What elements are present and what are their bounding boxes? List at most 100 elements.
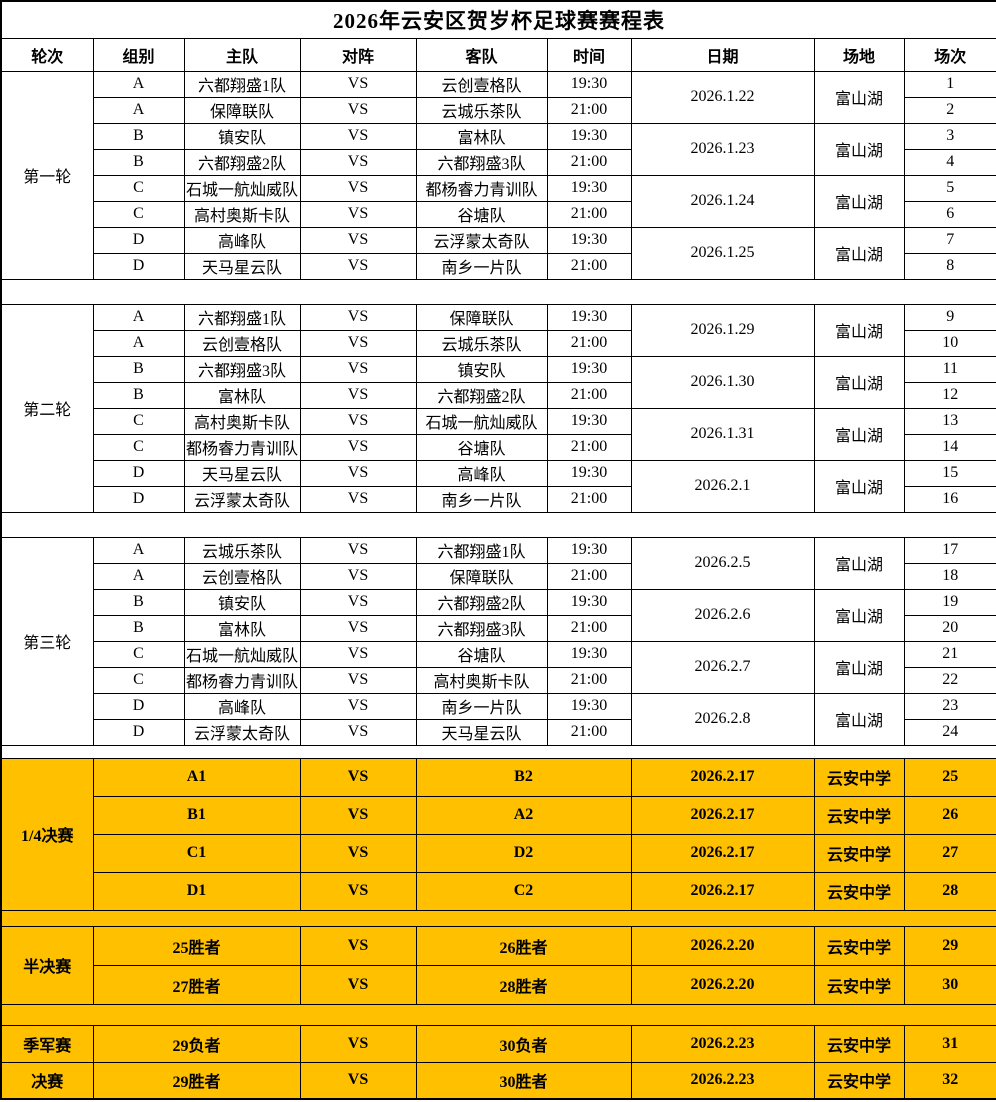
away-team-cell: 六都翔盛2队 bbox=[415, 588, 548, 616]
venue-cell: 富山湖 bbox=[813, 303, 905, 357]
group-cell: B bbox=[92, 614, 185, 642]
match-row: B1 VS A2 2026.2.17 云安中学 26 bbox=[1, 795, 996, 835]
spacer-section bbox=[0, 1003, 996, 1026]
vs-cell: VS bbox=[299, 614, 417, 642]
match-row: D1 VS C2 2026.2.17 云安中学 28 bbox=[1, 871, 996, 911]
match-row: B 镇安队 VS 六都翔盛2队 19:30 2026.2.6 富山湖 19 bbox=[1, 588, 996, 642]
date-cell: 2026.1.29 bbox=[630, 303, 815, 357]
match-number-cell: 6 bbox=[903, 200, 996, 228]
group-cell: D bbox=[92, 485, 185, 513]
vs-cell: VS bbox=[299, 355, 417, 383]
vs-cell: VS bbox=[299, 640, 417, 668]
match-number-cell: 22 bbox=[903, 666, 996, 694]
home-team-cell: 石城一航灿威队 bbox=[183, 174, 301, 202]
away-team-cell: 镇安队 bbox=[415, 355, 548, 383]
match-number-cell: 4 bbox=[903, 148, 996, 176]
venue-cell: 富山湖 bbox=[813, 459, 905, 513]
match-number-cell: 14 bbox=[903, 433, 996, 461]
vs-cell: VS bbox=[299, 96, 417, 124]
section-spacer-highlight bbox=[0, 909, 996, 927]
away-team-cell: 天马星云队 bbox=[415, 718, 548, 746]
date-cell: 2026.1.31 bbox=[630, 407, 815, 461]
home-team-cell: 29胜者 bbox=[92, 1061, 301, 1100]
away-team-cell: 都杨睿力青训队 bbox=[415, 174, 548, 202]
spacer-section bbox=[0, 744, 996, 759]
title-section: 2026年云安区贺岁杯足球赛赛程表 轮次 组别 主队 对阵 客队 时间 日期 场… bbox=[0, 0, 996, 72]
time-cell: 19:30 bbox=[546, 303, 632, 331]
page-title: 2026年云安区贺岁杯足球赛赛程表 bbox=[0, 0, 996, 39]
group-cell: A bbox=[92, 329, 185, 357]
home-team-cell: 六都翔盛3队 bbox=[183, 355, 301, 383]
date-cell: 2026.2.17 bbox=[630, 833, 815, 873]
date-cell: 2026.2.6 bbox=[630, 588, 815, 642]
section-spacer-highlight bbox=[0, 1003, 996, 1026]
group-cell: D bbox=[92, 226, 185, 254]
match-number-cell: 21 bbox=[903, 640, 996, 668]
round-label: 第二轮 bbox=[0, 303, 94, 513]
vs-cell: VS bbox=[299, 692, 417, 720]
venue-cell: 富山湖 bbox=[813, 226, 905, 280]
time-cell: 19:30 bbox=[546, 70, 632, 98]
home-team-cell: 天马星云队 bbox=[183, 252, 301, 280]
column-header-versus: 对阵 bbox=[299, 37, 417, 72]
venue-cell: 云安中学 bbox=[813, 795, 905, 835]
vs-cell: VS bbox=[299, 833, 417, 873]
away-team-cell: C2 bbox=[415, 871, 632, 911]
match-row: C 都杨睿力青训队 VS 高村奥斯卡队 21:00 22 bbox=[1, 666, 996, 694]
date-cell: 2026.1.24 bbox=[630, 174, 815, 228]
match-number-cell: 18 bbox=[903, 562, 996, 590]
away-team-cell: 六都翔盛3队 bbox=[415, 614, 548, 642]
away-team-cell: 六都翔盛1队 bbox=[415, 536, 548, 564]
vs-cell: VS bbox=[299, 381, 417, 409]
match-number-cell: 20 bbox=[903, 614, 996, 642]
match-number-cell: 17 bbox=[903, 536, 996, 564]
venue-cell: 富山湖 bbox=[813, 692, 905, 746]
vs-cell: VS bbox=[299, 588, 417, 616]
time-cell: 21:00 bbox=[546, 200, 632, 228]
match-number-cell: 19 bbox=[903, 588, 996, 616]
home-team-cell: 29负者 bbox=[92, 1024, 301, 1063]
time-cell: 21:00 bbox=[546, 614, 632, 642]
match-row: 第二轮 A 六都翔盛1队 VS 保障联队 19:30 2026.1.29 富山湖 9 bbox=[0, 303, 996, 513]
vs-cell: VS bbox=[299, 70, 417, 98]
match-row: 第三轮 A 云城乐茶队 VS 六都翔盛1队 19:30 2026.2.5 富山湖 17 bbox=[0, 536, 996, 746]
venue-cell: 云安中学 bbox=[813, 925, 905, 966]
home-team-cell: 镇安队 bbox=[183, 122, 301, 150]
vs-cell: VS bbox=[299, 200, 417, 228]
home-team-cell: 27胜者 bbox=[92, 964, 301, 1005]
group-cell: A bbox=[92, 70, 185, 98]
away-team-cell: D2 bbox=[415, 833, 632, 873]
column-header-group: 组别 bbox=[92, 37, 185, 72]
column-header-date: 日期 bbox=[630, 37, 815, 72]
home-team-cell: 六都翔盛1队 bbox=[183, 70, 301, 98]
venue-cell: 云安中学 bbox=[813, 964, 905, 1005]
time-cell: 19:30 bbox=[546, 226, 632, 254]
match-number-cell: 5 bbox=[903, 174, 996, 202]
match-row: D 天马星云队 VS 高峰队 19:30 2026.2.1 富山湖 15 bbox=[1, 459, 996, 513]
home-team-cell: 富林队 bbox=[183, 381, 301, 409]
home-team-cell: 云创壹格队 bbox=[183, 562, 301, 590]
vs-cell: VS bbox=[299, 174, 417, 202]
date-cell: 2026.2.23 bbox=[630, 1061, 815, 1100]
away-team-cell: 谷塘队 bbox=[415, 200, 548, 228]
time-cell: 21:00 bbox=[546, 96, 632, 124]
column-header-venue: 场地 bbox=[813, 37, 905, 72]
group-cell: C bbox=[92, 200, 185, 228]
time-cell: 21:00 bbox=[546, 718, 632, 746]
vs-cell: VS bbox=[299, 1061, 417, 1100]
time-cell: 19:30 bbox=[546, 588, 632, 616]
away-team-cell: B2 bbox=[415, 757, 632, 797]
time-cell: 21:00 bbox=[546, 329, 632, 357]
time-cell: 19:30 bbox=[546, 536, 632, 564]
away-team-cell: 云城乐茶队 bbox=[415, 329, 548, 357]
vs-cell: VS bbox=[299, 122, 417, 150]
vs-cell: VS bbox=[299, 925, 417, 966]
group-cell: C bbox=[92, 407, 185, 435]
vs-cell: VS bbox=[299, 964, 417, 1005]
vs-cell: VS bbox=[299, 536, 417, 564]
away-team-cell: 保障联队 bbox=[415, 562, 548, 590]
venue-cell: 富山湖 bbox=[813, 407, 905, 461]
spacer-section bbox=[0, 511, 996, 538]
date-cell: 2026.2.17 bbox=[630, 871, 815, 911]
